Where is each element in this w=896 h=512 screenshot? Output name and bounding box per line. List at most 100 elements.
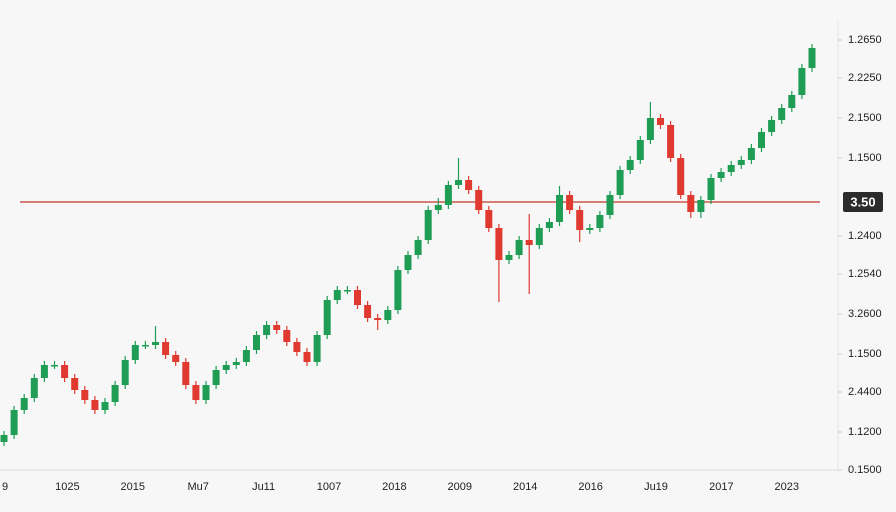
candle-body: [71, 378, 79, 390]
candle-body: [374, 318, 382, 320]
candle-body: [535, 228, 543, 245]
x-tick-label: Ju19: [644, 481, 668, 493]
candle-body: [61, 365, 69, 378]
candle-body: [384, 310, 392, 320]
x-tick-label: 1007: [317, 481, 341, 493]
x-tick-label: 2009: [448, 481, 472, 493]
candle-body: [758, 132, 765, 148]
candle-body: [303, 352, 311, 362]
candle-body: [485, 210, 493, 228]
candle-body: [727, 165, 735, 172]
y-tick-label: 2.4400: [848, 386, 882, 398]
candle-body: [465, 180, 473, 190]
candle-body: [354, 290, 361, 305]
candle-body: [677, 158, 685, 195]
y-tick-label: 0.1500: [848, 464, 882, 476]
y-tick-label: 2.2250: [848, 72, 882, 84]
candle-body: [333, 290, 341, 300]
candle-body: [172, 355, 180, 362]
x-tick-label: 2016: [578, 481, 602, 493]
candle-body: [576, 210, 584, 230]
candle-body: [434, 205, 442, 210]
candle-body: [424, 210, 432, 240]
candle-body: [81, 390, 89, 400]
candle-body: [91, 400, 99, 410]
candle-body: [556, 195, 563, 222]
candle-body: [737, 160, 745, 165]
candle-body: [182, 362, 190, 385]
y-tick-label: 1.2400: [848, 230, 882, 242]
candle-body: [505, 255, 513, 260]
x-tick-label: Ju11: [252, 481, 275, 493]
price-badge: [843, 192, 883, 212]
candle-body: [657, 118, 664, 125]
candle-body: [30, 378, 38, 398]
candle-body: [242, 350, 250, 362]
candle-body: [636, 140, 644, 160]
x-tick-label: 2017: [709, 481, 733, 493]
y-tick-label: 1.2540: [848, 268, 882, 280]
candle-body: [808, 48, 816, 68]
candle-body: [263, 325, 271, 335]
y-tick-label: 2.1500: [848, 112, 882, 124]
candle-body: [414, 240, 422, 255]
candle-body: [606, 195, 614, 215]
x-tick-label: 2023: [775, 481, 799, 493]
candle-body: [545, 222, 553, 228]
candle-body: [455, 180, 462, 185]
candle-body: [313, 335, 321, 362]
candle-body: [778, 108, 786, 120]
candle-body: [101, 402, 109, 410]
candle-body: [667, 125, 675, 158]
candle-body: [121, 360, 129, 385]
candle-body: [626, 160, 634, 170]
candle-body: [515, 240, 523, 255]
candle-body: [283, 330, 291, 342]
x-tick-label: Mu7: [187, 481, 208, 493]
candle-body: [687, 195, 695, 212]
candle-body: [495, 228, 503, 260]
candle-body: [364, 305, 372, 318]
candle-body: [273, 325, 281, 330]
candle-body: [697, 200, 705, 212]
candle-body: [162, 342, 170, 355]
candle-body: [616, 170, 624, 195]
x-tick-label: 2015: [121, 481, 145, 493]
price-badge-label: 3.50: [850, 194, 875, 209]
candle-body: [323, 300, 331, 335]
candle-body: [586, 228, 594, 230]
x-tick-label: 9: [2, 481, 8, 493]
y-tick-label: 1.2650: [848, 34, 882, 46]
candle-body: [20, 398, 28, 410]
candle-body: [141, 345, 149, 347]
candle-body: [253, 335, 260, 350]
candle-body: [0, 435, 8, 442]
candle-body: [212, 370, 220, 385]
candle-body: [131, 345, 139, 360]
candle-body: [444, 185, 452, 205]
x-tick-label: 2014: [513, 481, 537, 493]
candle-body: [768, 120, 776, 132]
candle-body: [394, 270, 402, 310]
candle-body: [293, 342, 301, 352]
candle-body: [202, 385, 210, 400]
candle-body: [525, 240, 533, 245]
candle-body: [404, 255, 412, 270]
candle-body: [152, 342, 159, 345]
candle-body: [232, 362, 240, 365]
candle-body: [111, 385, 119, 402]
candle-body: [646, 118, 654, 140]
candle-body: [596, 215, 604, 228]
x-tick-label: 2018: [382, 481, 406, 493]
y-tick-label: 1.1500: [848, 348, 882, 360]
candle-body: [475, 190, 483, 210]
candle-body: [222, 365, 230, 370]
candle-body: [788, 95, 796, 108]
candle-body: [798, 68, 806, 95]
candle-body: [343, 290, 351, 292]
candle-body: [10, 410, 18, 435]
x-tick-label: 1025: [55, 481, 79, 493]
candle-body: [747, 148, 755, 160]
